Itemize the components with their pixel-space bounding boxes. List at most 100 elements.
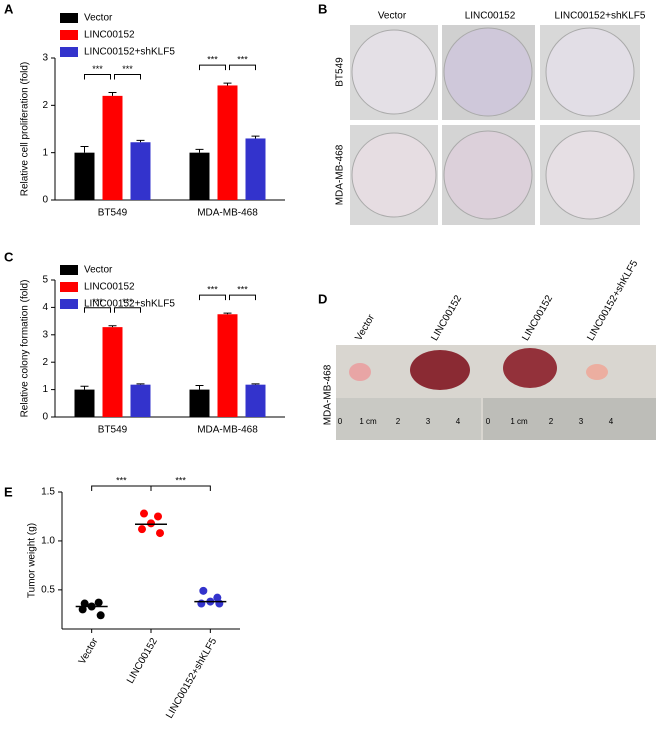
ruler-label: 4 xyxy=(456,417,461,426)
error-bar xyxy=(251,383,260,385)
significance-bracket xyxy=(229,294,256,301)
bar xyxy=(245,138,266,200)
legend-label: LINC00152 xyxy=(84,30,135,41)
error-bar xyxy=(108,325,117,328)
significance-bracket xyxy=(84,307,111,313)
legend-label: LINC00152+shKLF5 xyxy=(84,47,175,58)
bar xyxy=(245,384,266,417)
column-label: LINC00152+shKLF5 xyxy=(585,258,640,343)
significance-label: *** xyxy=(207,285,218,295)
legend-label: Vector xyxy=(84,13,113,24)
column-label: LINC00152 xyxy=(429,293,464,343)
y-tick-label: 4 xyxy=(42,302,48,313)
x-tick-label: MDA-MB-468 xyxy=(197,208,258,219)
bar xyxy=(130,384,151,417)
error-bar xyxy=(223,82,232,86)
data-point xyxy=(147,519,155,528)
significance-label: *** xyxy=(207,54,218,64)
x-tick-label: BT549 xyxy=(98,425,128,436)
x-tick-label: LINC00152 xyxy=(125,636,160,686)
significance-label: *** xyxy=(92,297,103,307)
ruler-label: 1 cm xyxy=(510,417,528,426)
panel-label: A xyxy=(4,1,14,16)
tumor-photo xyxy=(336,345,656,440)
ruler-label: 1 cm xyxy=(359,417,377,426)
data-point xyxy=(94,598,103,607)
error-bar xyxy=(251,135,260,139)
ruler-label: 0 xyxy=(338,417,343,426)
significance-label: *** xyxy=(116,475,127,485)
y-axis-label: Relative colony formation (fold) xyxy=(20,280,31,418)
legend-swatch xyxy=(60,47,78,57)
x-tick-label: BT549 xyxy=(98,208,128,219)
data-point xyxy=(156,529,164,538)
y-tick-label: 0.5 xyxy=(41,584,55,595)
ruler-label: 0 xyxy=(486,417,491,426)
data-point xyxy=(197,599,206,608)
row-label: MDA-MB-468 xyxy=(335,144,346,205)
error-bar xyxy=(195,384,204,390)
data-point xyxy=(78,605,87,614)
significance-label: *** xyxy=(175,475,186,485)
row-label: BT549 xyxy=(335,57,346,87)
y-tick-label: 2 xyxy=(42,357,48,368)
legend-label: Vector xyxy=(84,265,113,276)
column-label: LINC00152+shKLF5 xyxy=(555,11,646,22)
legend-swatch xyxy=(60,13,78,23)
data-point xyxy=(215,599,224,608)
error-bar xyxy=(108,92,117,96)
x-tick-label: MDA-MB-468 xyxy=(197,425,258,436)
bar xyxy=(74,389,95,417)
ruler-label: 3 xyxy=(426,417,431,426)
column-label: LINC00152 xyxy=(465,11,516,22)
bar xyxy=(217,85,238,200)
significance-bracket xyxy=(114,307,141,313)
significance-bracket xyxy=(150,485,211,491)
panel-label: C xyxy=(4,249,14,264)
y-tick-label: 1.0 xyxy=(41,536,55,547)
significance-bracket xyxy=(199,64,226,71)
column-label: LINC00152 xyxy=(520,293,555,343)
bar xyxy=(74,152,95,200)
error-bar xyxy=(80,146,89,153)
legend-swatch xyxy=(60,265,78,275)
bar xyxy=(102,95,123,200)
y-tick-label: 0 xyxy=(42,412,48,423)
legend-label: LINC00152+shKLF5 xyxy=(84,299,175,310)
column-label: Vector xyxy=(353,312,377,343)
data-point xyxy=(154,512,162,521)
data-point xyxy=(140,509,148,518)
bar xyxy=(102,327,123,417)
column-label: Vector xyxy=(378,11,407,22)
significance-label: *** xyxy=(92,64,103,74)
error-bar xyxy=(223,312,232,315)
error-bar xyxy=(136,139,145,143)
legend-swatch xyxy=(60,299,78,309)
ruler-label: 2 xyxy=(549,417,554,426)
panel-label: D xyxy=(318,291,327,306)
significance-label: *** xyxy=(237,285,248,295)
legend-swatch xyxy=(60,30,78,40)
data-point xyxy=(199,586,208,595)
y-tick-label: 3 xyxy=(42,53,48,64)
y-tick-label: 1 xyxy=(42,384,48,395)
y-axis-label: Tumor weight (g) xyxy=(27,523,38,598)
legend-swatch xyxy=(60,282,78,292)
significance-label: *** xyxy=(122,297,133,307)
x-tick-label: LINC00152+shKLF5 xyxy=(164,636,219,721)
bar xyxy=(189,389,210,417)
significance-label: *** xyxy=(237,54,248,64)
data-point xyxy=(96,611,105,620)
legend-label: LINC00152 xyxy=(84,282,135,293)
y-tick-label: 3 xyxy=(42,329,48,340)
bar xyxy=(189,152,210,200)
y-tick-label: 0 xyxy=(42,195,48,206)
plate-photos xyxy=(350,25,640,225)
significance-bracket xyxy=(84,74,111,80)
ruler-label: 4 xyxy=(609,417,614,426)
bar xyxy=(217,314,238,417)
x-tick-label: Vector xyxy=(77,636,101,667)
error-bar xyxy=(195,148,204,153)
bar xyxy=(130,142,151,200)
